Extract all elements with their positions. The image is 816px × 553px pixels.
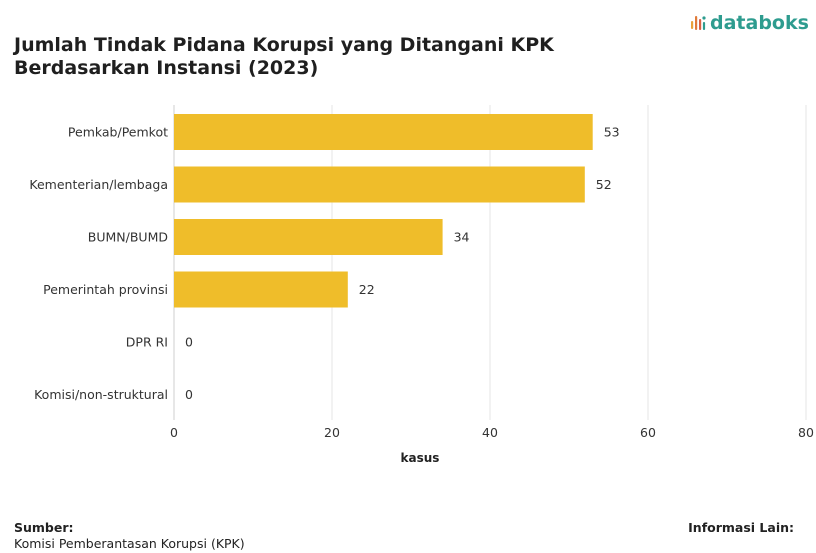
source-label: Sumber:	[14, 520, 74, 535]
x-tick-label: 0	[170, 425, 178, 440]
data-label: 0	[185, 335, 193, 350]
x-tick-label: 20	[324, 425, 340, 440]
grid-lines	[173, 105, 807, 420]
category-label: BUMN/BUMD	[88, 230, 168, 245]
bar	[174, 166, 585, 203]
bar	[174, 219, 443, 255]
data-label: 53	[604, 125, 620, 140]
x-tick-label: 60	[640, 425, 656, 440]
source: Sumber: Komisi Pemberantasan Korupsi (KP…	[14, 520, 245, 552]
bar	[174, 271, 348, 308]
info-label: Informasi Lain:	[688, 520, 794, 535]
x-tick-label: 40	[482, 425, 498, 440]
databoks-logo: databoks	[690, 12, 809, 34]
databoks-logo-icon	[691, 16, 706, 30]
data-labels: 53 52 34 22 0 0	[185, 125, 620, 403]
category-label: DPR RI	[126, 335, 168, 350]
chart-title-line-2: Berdasarkan Instansi (2023)	[14, 57, 319, 79]
x-axis-label: kasus	[401, 451, 440, 465]
data-label: 52	[596, 177, 612, 192]
data-label: 0	[185, 387, 193, 402]
category-labels: Pemkab/Pemkot Kementerian/lembaga BUMN/BUM…	[29, 125, 168, 403]
category-label: Pemerintah provinsi	[43, 282, 168, 297]
category-label: Pemkab/Pemkot	[68, 125, 168, 140]
bar-chart: Pemkab/Pemkot Kementerian/lembaga BUMN/BUM…	[29, 105, 814, 465]
category-label: Kementerian/lembaga	[29, 177, 168, 192]
x-tick-label: 80	[798, 425, 814, 440]
chart-title-line-1: Jumlah Tindak Pidana Korupsi yang Ditang…	[14, 34, 554, 56]
databoks-logo-text: databoks	[710, 12, 809, 34]
data-label: 22	[359, 282, 375, 297]
category-label: Komisi/non-struktural	[34, 387, 168, 402]
x-tick-labels: 0 20 40 60 80	[170, 425, 814, 440]
source-value: Komisi Pemberantasan Korupsi (KPK)	[14, 536, 245, 551]
data-label: 34	[454, 230, 470, 245]
bars	[174, 114, 593, 308]
bar	[174, 114, 593, 150]
chart-title: Jumlah Tindak Pidana Korupsi yang Ditang…	[14, 34, 634, 80]
